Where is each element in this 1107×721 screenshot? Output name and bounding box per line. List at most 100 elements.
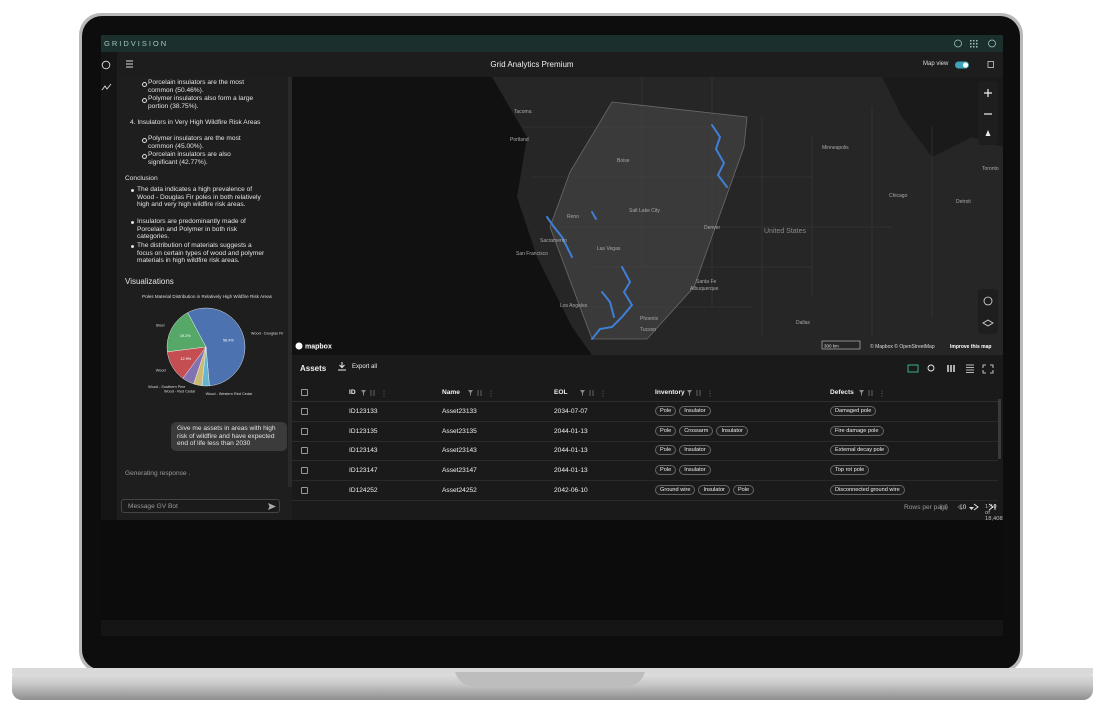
slice-label: Wood	[156, 369, 166, 373]
menu-icon[interactable]	[125, 60, 135, 68]
section-heading: Conclusion	[125, 175, 158, 182]
column-header: Defects	[830, 389, 854, 396]
layer-panel[interactable]	[978, 289, 998, 334]
base-edge	[12, 668, 1093, 674]
filter-icon	[859, 390, 864, 396]
defect-cell: Disconnected ground wire	[830, 484, 908, 495]
row-checkbox	[301, 447, 308, 455]
columns-icon[interactable]	[947, 365, 955, 372]
send-button[interactable]	[268, 503, 276, 510]
zoom-in[interactable]	[984, 89, 992, 97]
message-input[interactable]: Message GV Bot	[121, 499, 280, 513]
table-cell: 2044-01-13	[554, 427, 588, 435]
mapbox-logo	[295, 342, 303, 350]
sort-icon	[477, 390, 482, 396]
map-labels: Tacoma Portland Boise Salt Lake City Reno Sac…	[510, 109, 999, 333]
ocean	[292, 77, 592, 355]
attribution: © Mapbox © OpenStreetMap	[870, 343, 935, 350]
first-page[interactable]	[940, 503, 948, 511]
map-label: Tacoma	[514, 109, 532, 115]
fullscreen-icon[interactable]	[982, 364, 994, 374]
apps-icon[interactable]	[970, 40, 978, 48]
filter-icon	[468, 390, 473, 396]
slice-label: Wood - Red Cedar	[164, 390, 196, 394]
zoom-panel[interactable]	[978, 81, 998, 145]
chart-title: Poles Material Distribution in Relativel…	[142, 294, 273, 299]
inventory-chip: Insulator	[716, 425, 748, 436]
map-label: Portland	[510, 137, 529, 143]
map-filter-icon[interactable]	[907, 364, 919, 373]
compass[interactable]	[985, 130, 991, 136]
analytics-icon[interactable]	[101, 83, 112, 91]
chat-panel: Porcelain insulators are the most common…	[117, 77, 292, 520]
chat-text: The data indicates a high prevalence of …	[137, 186, 261, 209]
table-cell: Asset24252	[442, 486, 477, 494]
layers-icon[interactable]	[982, 319, 994, 327]
disc-bullet	[131, 189, 134, 192]
nav-rail	[101, 52, 117, 520]
defect-cell: Damaged pole	[830, 406, 879, 416]
column-actions[interactable]	[580, 389, 614, 397]
header-rule	[292, 401, 998, 402]
map-label: Detroit	[956, 199, 971, 205]
circle-bullet	[142, 98, 147, 103]
row-checkbox	[301, 467, 308, 475]
map-toggle[interactable]	[954, 60, 994, 70]
header-bar: Grid Analytics Premium Map view	[117, 52, 1003, 78]
slice-label: Steel	[156, 323, 165, 327]
filter-icon	[687, 390, 692, 396]
search-icon[interactable]	[927, 364, 935, 372]
user-message: Give me assets in areas with high risk o…	[171, 422, 287, 451]
export-icon[interactable]	[338, 362, 346, 371]
pagination[interactable]	[937, 502, 1003, 512]
scrollbar[interactable]	[288, 77, 292, 487]
row-rule	[292, 480, 998, 482]
sort-icon	[370, 390, 375, 396]
filter-icon	[361, 390, 366, 396]
last-page[interactable]	[988, 503, 996, 511]
column-header: EOL	[554, 389, 568, 396]
chat-text: The distribution of materials suggests a…	[137, 242, 265, 265]
column-actions[interactable]	[468, 389, 502, 397]
panel-icon[interactable]	[987, 61, 994, 68]
pie-slice	[201, 346, 210, 387]
top-icons[interactable]	[953, 38, 1001, 49]
table-cell: ID123135	[349, 427, 378, 435]
export-button[interactable]: Export all	[352, 364, 378, 370]
column-actions[interactable]	[859, 389, 893, 397]
bezel-chin	[101, 620, 1003, 636]
prev-page[interactable]	[957, 503, 963, 511]
map-label: Dallas	[796, 320, 810, 326]
filter-icon	[580, 390, 585, 396]
mapbox-brand: mapbox	[305, 344, 332, 351]
row-checkbox	[301, 408, 308, 415]
row-rule	[292, 421, 998, 422]
rail-icons[interactable]	[101, 52, 117, 112]
column-header: Name	[442, 389, 460, 396]
select-caret[interactable]	[969, 506, 975, 511]
table-toolbar[interactable]	[907, 364, 997, 374]
account-icon[interactable]	[988, 39, 996, 48]
brand-logo: GRIDVISION	[104, 39, 169, 48]
density-icon[interactable]	[966, 364, 974, 373]
map[interactable]: Tacoma Portland Boise Salt Lake City Reno Sac…	[292, 77, 1003, 355]
rotate-icon[interactable]	[983, 296, 993, 306]
inventory-chip: Pole	[655, 425, 677, 436]
status-text: Generating response .	[125, 470, 191, 477]
dashboard-icon[interactable]	[101, 60, 111, 70]
slice-label: Wood - Western Red Cedar	[206, 392, 253, 396]
rows-per-page-select[interactable]: 10	[959, 504, 967, 511]
column-actions[interactable]	[687, 389, 721, 397]
inventory-chip: Pole	[732, 484, 755, 495]
column-actions[interactable]	[361, 389, 395, 397]
risk-area	[549, 101, 748, 340]
row-rule	[292, 440, 998, 442]
table-cell: 2044-01-13	[554, 447, 588, 455]
map-controls[interactable]	[978, 81, 998, 334]
scale-box	[821, 340, 861, 350]
next-page[interactable]	[973, 503, 979, 511]
map-label: Sacramento	[540, 238, 567, 244]
help-icon[interactable]	[954, 39, 962, 48]
base-notch	[455, 672, 645, 686]
toggle-knob[interactable]	[962, 62, 969, 68]
